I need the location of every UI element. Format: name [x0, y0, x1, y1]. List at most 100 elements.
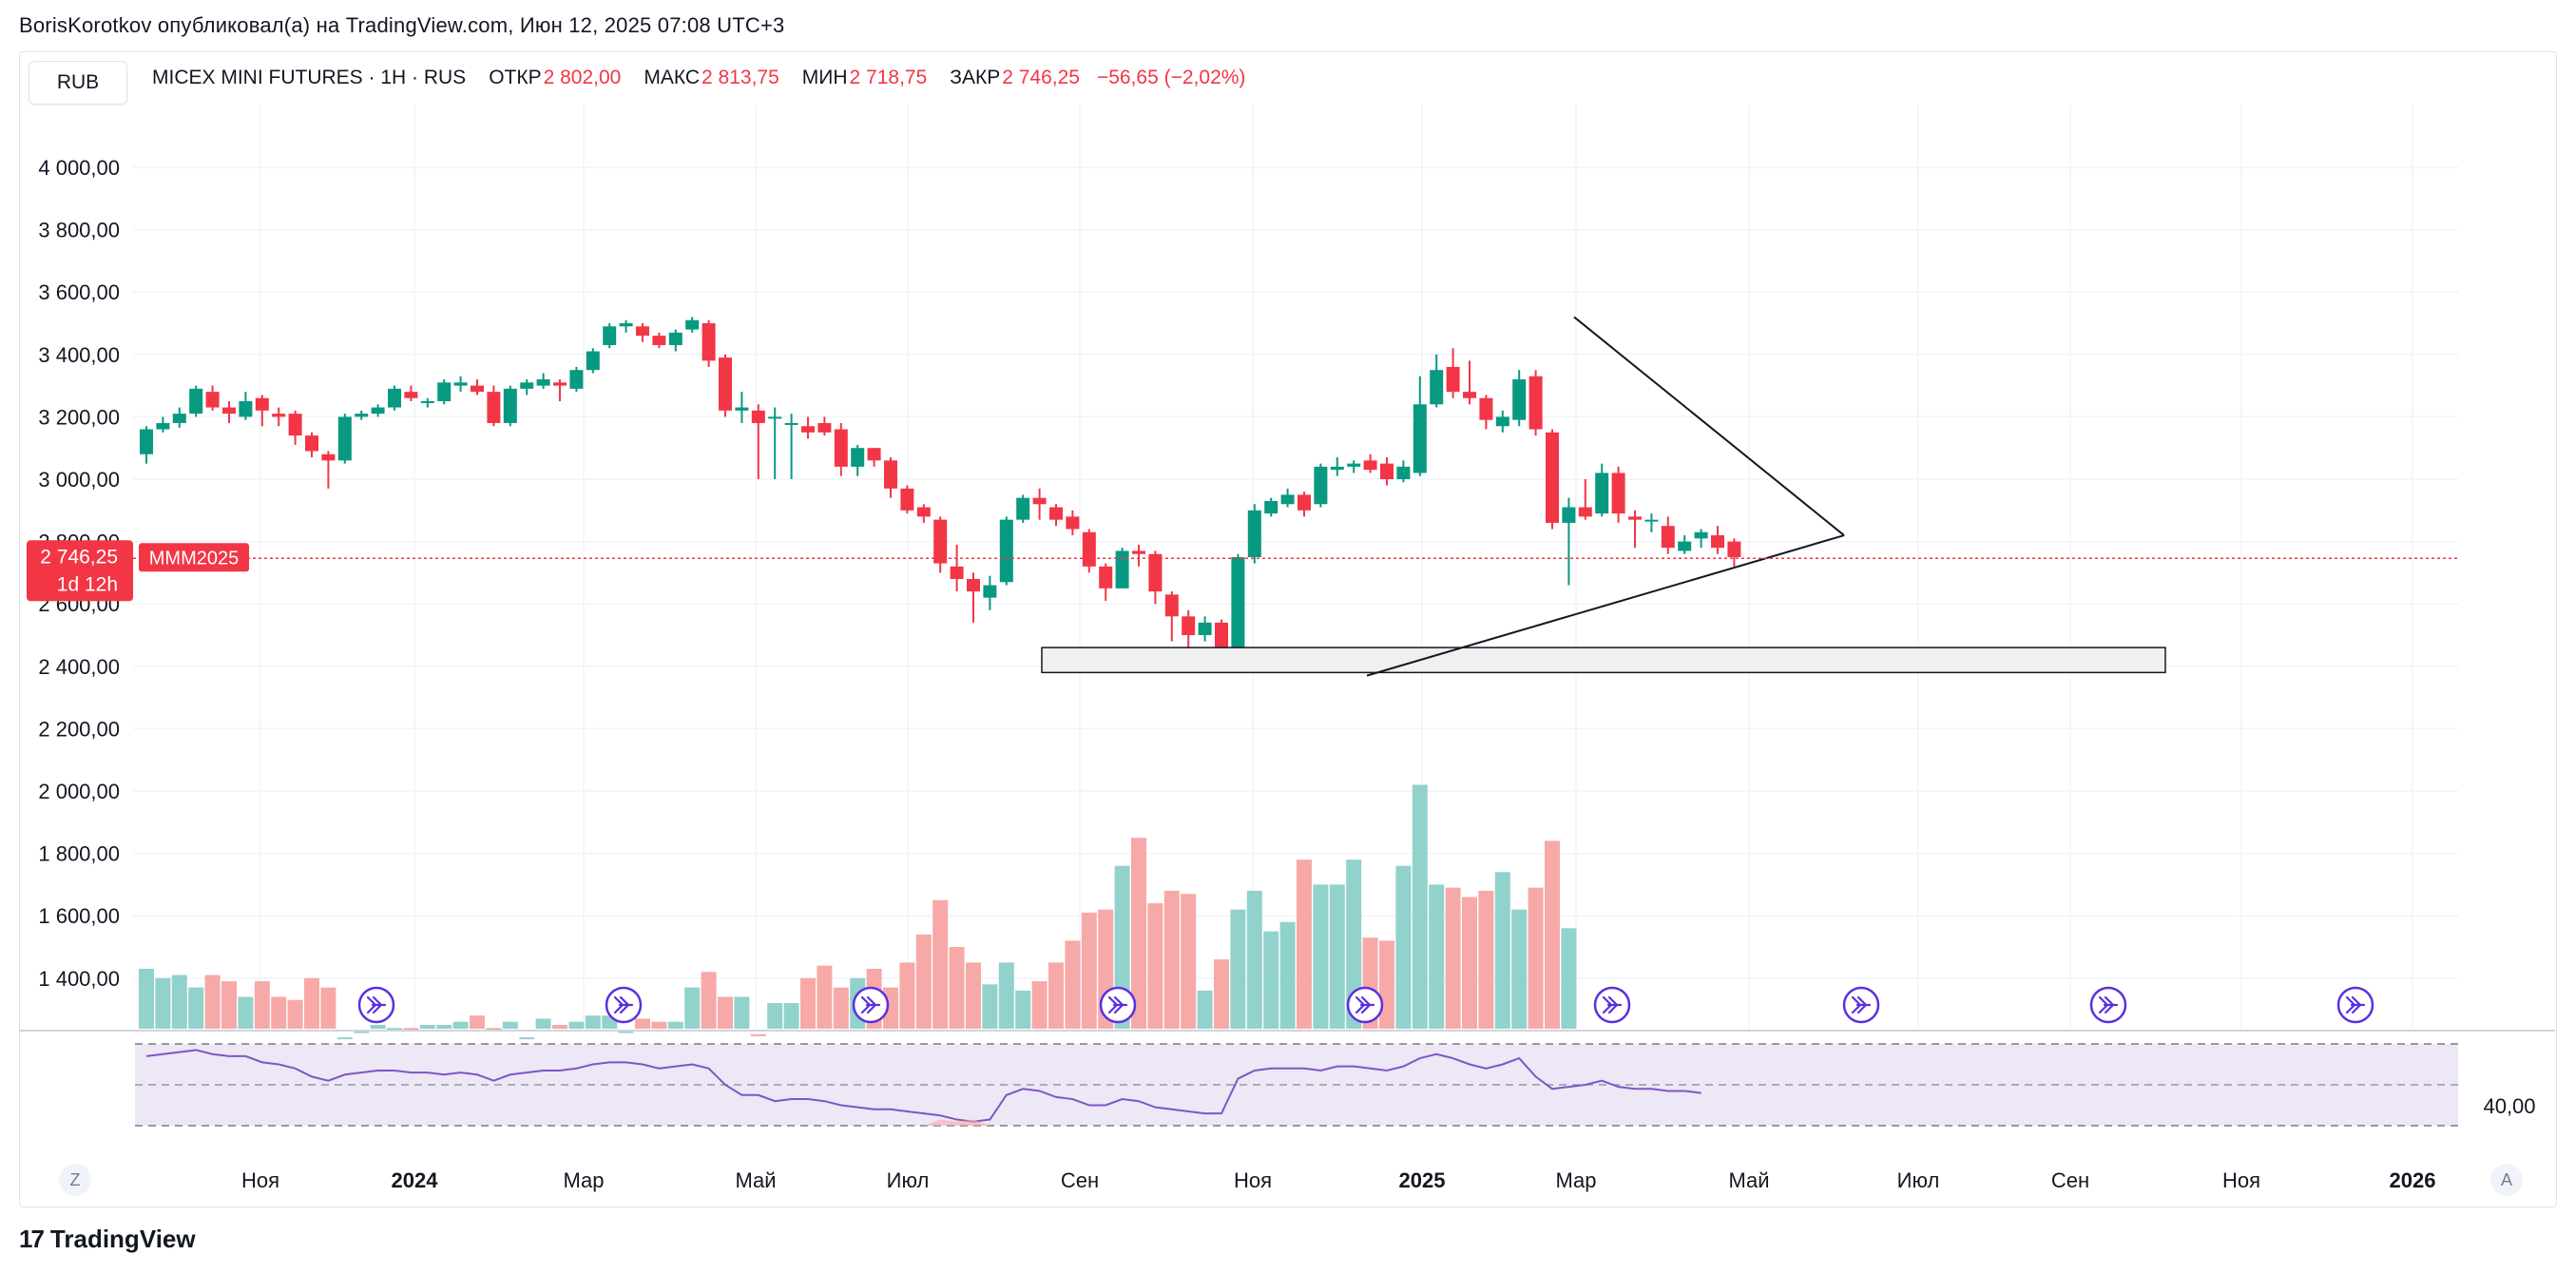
candle-body: [1644, 519, 1659, 522]
y-tick-label: 1 800,00: [38, 842, 120, 866]
candle-body: [652, 336, 666, 345]
candle-body: [471, 385, 484, 393]
volume-bar: [1230, 909, 1246, 1029]
symbol-title[interactable]: MICEX MINI FUTURES · 1H · RUS: [152, 67, 467, 88]
candle-body: [735, 407, 749, 411]
event-arrow: [1107, 995, 1128, 1014]
candle-body: [619, 323, 633, 327]
volume-bar: [436, 1025, 452, 1029]
volume-bar: [271, 996, 287, 1029]
candle-body: [999, 519, 1013, 583]
volume-bar: [1263, 931, 1279, 1029]
volume-bar: [1297, 859, 1312, 1029]
event-arrow: [1851, 995, 1872, 1014]
volume-bar: [1065, 940, 1081, 1029]
volume-bar: [1412, 784, 1428, 1029]
rsi-axis-label: 40,00: [2483, 1094, 2535, 1118]
candle-body: [1727, 541, 1741, 557]
candle-body: [156, 422, 170, 430]
close-label: ЗАКР: [950, 67, 1001, 88]
volume-bar: [419, 1025, 435, 1029]
event-arrow: [613, 995, 634, 1014]
volume-bar: [585, 1015, 601, 1029]
volume-bar: [718, 996, 733, 1029]
candle-body: [222, 407, 236, 415]
candle-body: [487, 392, 501, 423]
volume-bar: [1246, 890, 1262, 1029]
volume-bar: [452, 1021, 469, 1029]
candle-body: [1479, 397, 1493, 420]
candle-body: [1298, 494, 1311, 511]
zoom-button[interactable]: Z: [59, 1164, 91, 1196]
candle-body: [355, 414, 369, 417]
open-value: 2 802,00: [543, 67, 622, 88]
close-value: 2 746,25: [1002, 67, 1080, 88]
auto-scale-button[interactable]: A: [2490, 1164, 2523, 1196]
candle-body: [272, 414, 286, 417]
volume-bar: [238, 996, 254, 1029]
x-tick-label: Май: [735, 1168, 776, 1192]
volume-bar: [1545, 840, 1560, 1029]
candle-body: [1546, 432, 1559, 523]
candle-body: [851, 448, 865, 467]
candle-body: [1611, 473, 1625, 514]
candle-body: [668, 332, 682, 345]
volume-bar: [1147, 903, 1163, 1029]
volume-bar: [1395, 865, 1412, 1029]
candle-body: [1280, 494, 1295, 505]
candle-body: [189, 388, 203, 415]
volume-bar: [1279, 921, 1296, 1029]
y-tick-label: 1 600,00: [38, 904, 120, 928]
x-tick-label: 2026: [2390, 1168, 2436, 1192]
volume-bar: [966, 962, 981, 1029]
x-tick-label: Июл: [1897, 1168, 1940, 1192]
volume-bar: [651, 1021, 667, 1029]
candle-body: [1711, 535, 1724, 549]
volume-bar: [1445, 887, 1461, 1029]
volume-bar: [221, 981, 237, 1029]
volume-bar: [188, 987, 204, 1029]
volume-bar: [1494, 872, 1510, 1029]
tradingview-logo-text: TradingView: [49, 1225, 196, 1253]
candle-body: [536, 379, 550, 386]
volume-bar: [734, 996, 750, 1029]
y-tick-label: 3 400,00: [38, 343, 120, 367]
change-value: −56,65 (−2,02%): [1096, 67, 1246, 88]
candle-body: [1678, 541, 1692, 551]
volume-bar: [800, 977, 816, 1029]
volume-bar: [519, 1037, 535, 1040]
candle-body: [1132, 550, 1145, 554]
candle-body: [1430, 370, 1444, 405]
candle-body: [1595, 473, 1609, 514]
volume-bar: [701, 972, 717, 1029]
candle-body: [453, 382, 468, 386]
candle-body: [1198, 622, 1212, 635]
candle-body: [1528, 376, 1543, 430]
x-tick-label: Июл: [887, 1168, 930, 1192]
volume-bar: [1511, 909, 1528, 1029]
candle-body: [1049, 507, 1063, 520]
candle-body: [371, 407, 385, 415]
volume-bar: [1528, 887, 1544, 1029]
candle-body: [321, 454, 336, 461]
candle-body: [801, 426, 815, 433]
volume-bar: [304, 977, 319, 1029]
volume-bar: [354, 1031, 370, 1033]
price-tag-value: 2 746,25: [40, 546, 118, 568]
volume-bar: [1462, 897, 1477, 1029]
candle-body: [1314, 466, 1328, 505]
currency-button[interactable]: RUB: [29, 61, 127, 105]
volume-bar: [618, 1031, 634, 1033]
y-tick-label: 1 400,00: [38, 967, 120, 991]
volume-bar: [635, 1018, 650, 1029]
tradingview-logo[interactable]: 17 TradingView: [19, 1225, 196, 1254]
candle-body: [916, 507, 931, 517]
volume-bar: [1329, 884, 1345, 1029]
high-label: МАКС: [644, 67, 701, 88]
candle-body: [884, 460, 897, 489]
volume-bar: [998, 962, 1014, 1029]
candle-body: [967, 578, 980, 592]
x-tick-label: Сен: [1061, 1168, 1099, 1192]
x-tick-label: Мар: [563, 1168, 604, 1192]
